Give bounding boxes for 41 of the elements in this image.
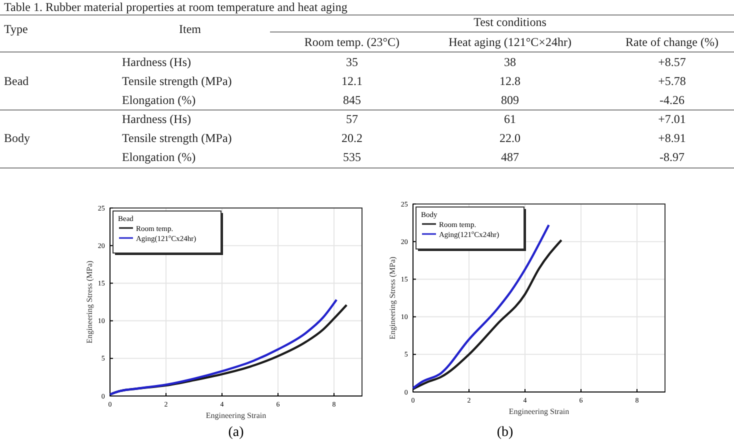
text: Hardness (Hs) [122,112,191,126]
text: (a) [228,425,244,440]
text: +7.01 [658,112,686,126]
text: 809 [501,93,519,107]
text: 12.1 [342,74,362,88]
text: 20.2 [342,131,362,145]
text: Item [179,22,202,36]
text: Test conditions [474,15,547,29]
text: 845 [343,93,361,107]
text: 487 [501,150,519,164]
x-axis-title: Engineering Strain [508,407,570,416]
y-axis-title: Engineering Stress (MPa) [85,260,94,344]
text: Heat aging (121°C×24hr) [448,35,572,49]
text: +8.57 [658,55,686,69]
text: Hardness (Hs) [122,55,191,69]
text: Room temp. (23°C) [304,35,400,49]
text: 35 [346,55,358,69]
x-axis-title: Engineering Strain [206,411,266,420]
text: 61 [504,112,516,126]
text: Elongation (%) [122,150,196,164]
line-series [412,238,562,390]
text: 12.8 [500,74,520,88]
text: 38 [504,55,516,69]
text: Tensile strength (MPa) [122,131,232,145]
text: Tensile strength (MPa) [122,74,232,88]
text: (b) [496,425,514,440]
text: Rate of change (%) [626,35,718,49]
text: -4.26 [660,93,684,107]
text: Bead [4,74,29,88]
y-axis-title: Engineering Stress (MPa) [388,256,397,340]
text: Body [4,131,30,145]
text: 57 [346,112,358,126]
line-series [412,224,550,390]
text: -8.97 [660,150,684,164]
text: 535 [343,150,361,164]
text: Elongation (%) [122,93,196,107]
text: +5.78 [658,74,686,88]
text: Table 1. Rubber material properties at room temperature and heat aging [4,0,348,14]
text: Type [4,22,28,36]
text: 22.0 [500,131,520,145]
text: +8.91 [658,131,686,145]
